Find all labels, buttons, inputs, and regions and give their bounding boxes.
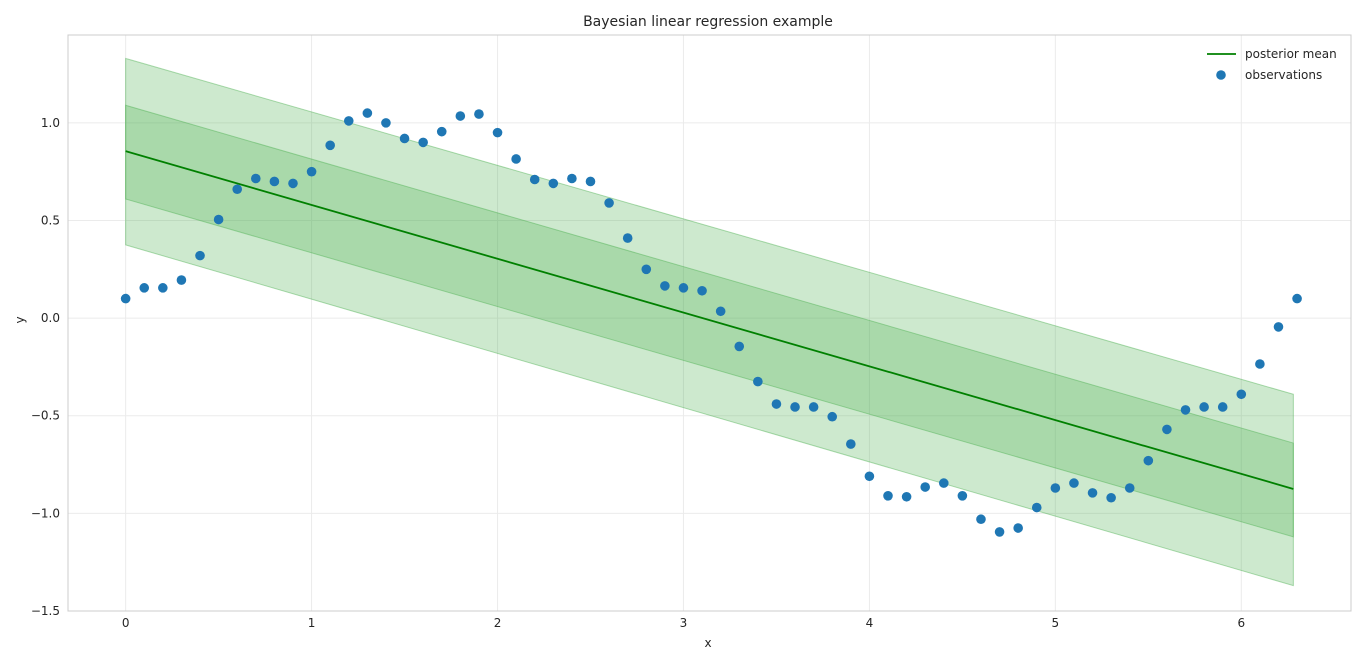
- posterior-mean-line: [125, 150, 1294, 490]
- observation-point: [436, 126, 447, 137]
- x-tick-label: 3: [680, 616, 688, 630]
- observation-point: [139, 283, 150, 293]
- observation-point: [883, 491, 893, 501]
- x-tick-label: 5: [1052, 616, 1060, 630]
- observation-point: [604, 198, 614, 208]
- observation-point: [697, 285, 707, 296]
- tick-labels: 0 1 2 3 4 5 6 −1.5 −1.0 −0.5 0.0 0.5 1.0: [31, 116, 1245, 630]
- y-tick-label: −1.0: [31, 506, 60, 520]
- observation-point: [158, 283, 168, 293]
- observation-point: [343, 116, 354, 126]
- chart-title: Bayesian linear regression example: [583, 14, 833, 30]
- observation-point: [585, 176, 596, 187]
- observation-point: [381, 118, 391, 128]
- observation-point: [994, 527, 1005, 537]
- x-tick-label: 2: [494, 616, 502, 630]
- observation-point: [734, 341, 745, 352]
- observation-point: [195, 250, 205, 261]
- observation-point: [1273, 322, 1284, 332]
- observation-point: [622, 233, 633, 243]
- observation-point: [1124, 483, 1135, 493]
- observation-point: [1236, 389, 1247, 400]
- observation-point: [1199, 402, 1209, 412]
- observation-point: [753, 376, 763, 387]
- observation-point: [827, 411, 838, 422]
- y-tick-label: 0.5: [41, 213, 60, 227]
- observations-series: [120, 108, 1302, 537]
- observation-point: [213, 214, 224, 225]
- confidence-band: [125, 57, 1294, 587]
- legend: posterior mean observations: [1207, 47, 1337, 82]
- observation-point: [920, 482, 930, 492]
- observation-point: [790, 402, 800, 412]
- x-tick-label: 6: [1237, 616, 1245, 630]
- observation-point: [864, 471, 875, 482]
- legend-label-posterior-mean: posterior mean: [1245, 47, 1337, 61]
- observation-point: [176, 275, 187, 285]
- observation-point: [511, 154, 521, 164]
- confidence-bands: [125, 57, 1294, 587]
- plot-frame: [67, 34, 1352, 612]
- observation-point: [492, 127, 503, 138]
- y-tick-label: 1.0: [41, 116, 60, 130]
- observation-point: [455, 111, 466, 121]
- observation-point: [251, 173, 261, 184]
- observation-point: [306, 166, 317, 177]
- observation-point: [288, 178, 298, 189]
- y-tick-label: 0.0: [41, 311, 60, 325]
- observation-point: [232, 184, 243, 195]
- observation-point: [1255, 359, 1265, 369]
- observation-point: [1292, 293, 1302, 304]
- observation-point: [269, 176, 280, 187]
- observation-point: [399, 133, 410, 144]
- observation-point: [1180, 405, 1191, 415]
- observation-point: [1087, 488, 1098, 498]
- observation-point: [957, 491, 968, 501]
- observation-point: [1069, 478, 1079, 488]
- confidence-band: [125, 104, 1294, 538]
- x-tick-label: 4: [866, 616, 874, 630]
- observation-point: [1143, 455, 1154, 466]
- observation-point: [771, 399, 782, 409]
- observation-point: [938, 478, 949, 488]
- observation-point: [1050, 483, 1061, 493]
- observation-point: [901, 491, 912, 502]
- observation-point: [474, 109, 484, 119]
- observation-point: [1031, 502, 1042, 513]
- observation-point: [846, 439, 856, 449]
- legend-label-observations: observations: [1245, 68, 1322, 82]
- y-tick-label: −1.5: [31, 604, 60, 618]
- observation-point: [325, 140, 335, 151]
- observation-point: [715, 306, 726, 317]
- posterior-mean-series: [125, 150, 1294, 490]
- observation-point: [567, 173, 577, 184]
- observation-point: [418, 137, 428, 148]
- observation-point: [1217, 402, 1228, 412]
- x-tick-label: 0: [122, 616, 130, 630]
- x-axis-label: x: [704, 636, 711, 650]
- observation-point: [120, 293, 131, 304]
- observation-point: [660, 281, 670, 291]
- observation-point: [1013, 523, 1023, 533]
- observation-point: [976, 514, 986, 525]
- observation-point: [548, 178, 559, 189]
- observation-point: [529, 174, 540, 185]
- x-tick-label: 1: [308, 616, 316, 630]
- observation-point: [1106, 492, 1116, 503]
- observation-point: [1162, 424, 1172, 435]
- observation-point: [678, 283, 689, 293]
- legend-marker-swatch: [1216, 70, 1226, 80]
- observation-point: [808, 402, 819, 412]
- observation-point: [362, 108, 373, 118]
- observation-point: [641, 264, 652, 275]
- y-tick-label: −0.5: [31, 409, 60, 423]
- y-axis-label: y: [13, 316, 27, 323]
